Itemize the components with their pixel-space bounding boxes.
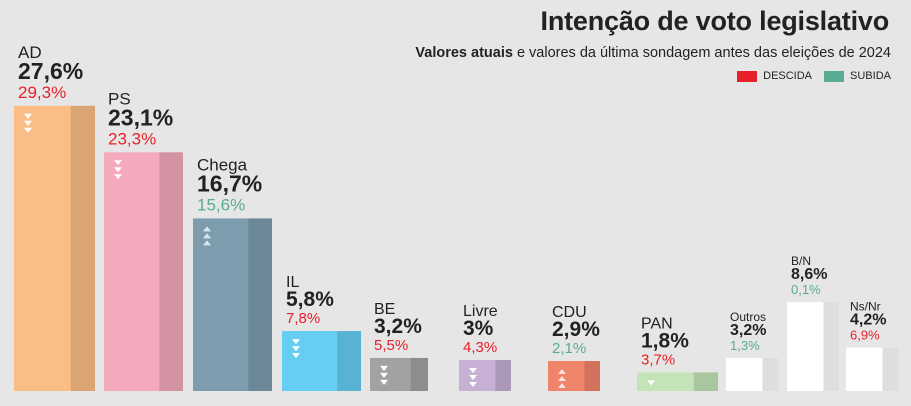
subtitle-bold: Valores atuais <box>415 45 513 61</box>
bar-shade-ad <box>70 105 95 392</box>
bar-outros <box>726 357 778 391</box>
bar-shade-outros <box>762 357 778 391</box>
value-label-chega: 16,7% <box>197 170 262 196</box>
trend-arrow-icon <box>24 113 32 119</box>
value-label-livre: 3% <box>463 317 494 340</box>
trend-arrow-icon <box>469 368 477 373</box>
previous-value-label-ps: 23,3% <box>108 129 156 148</box>
previous-value-label-ns-nr: 6,9% <box>850 328 880 343</box>
legend-item-subida: SUBIDA <box>824 70 891 82</box>
trend-arrow-icon <box>114 160 122 166</box>
trend-arrow-icon <box>380 379 388 385</box>
value-label-outros: 3,2% <box>730 322 766 339</box>
trend-arrow-icon <box>469 375 477 380</box>
trend-arrow-icon <box>24 120 32 126</box>
bar-shade-be <box>410 357 428 391</box>
category-label-be: BE <box>374 301 395 318</box>
legend-label-subida: SUBIDA <box>850 70 891 82</box>
trend-arrow-icon <box>24 127 32 133</box>
bar-shade-cdu <box>584 361 600 391</box>
trend-arrow-icon <box>114 167 122 173</box>
legend-item-descida: DESCIDA <box>737 70 812 82</box>
category-label-ns-nr: Ns/Nr <box>850 300 881 314</box>
category-label-ps: PS <box>108 89 131 108</box>
bar-shade-ps <box>159 152 183 391</box>
bar-shade-chega <box>248 218 272 391</box>
trend-arrow-icon <box>797 317 805 323</box>
bar-be <box>370 357 428 391</box>
category-label-livre: Livre <box>463 303 498 320</box>
bar-shade-il <box>337 331 361 391</box>
value-label-ps: 23,1% <box>108 104 173 130</box>
trend-arrow-icon <box>736 372 744 378</box>
bar-ns-nr <box>846 347 898 391</box>
value-label-cdu: 2,9% <box>552 318 600 341</box>
trend-arrow-icon <box>647 380 655 386</box>
value-label-ad: 27,6% <box>18 58 83 84</box>
bar-livre <box>459 360 511 391</box>
bar-cdu <box>548 361 600 391</box>
trend-arrow-icon <box>736 365 744 371</box>
trend-arrow-icon <box>292 353 300 359</box>
trend-arrow-icon <box>380 372 388 378</box>
category-label-b-n: B/N <box>791 254 811 268</box>
bar-pan <box>637 372 718 391</box>
trend-arrow-icon <box>558 376 566 382</box>
category-label-pan: PAN <box>641 315 673 332</box>
value-label-b-n: 8,6% <box>791 266 827 283</box>
legend: DESCIDA SUBIDA <box>737 70 891 82</box>
bar-ad <box>14 105 95 392</box>
value-label-pan: 1,8% <box>641 329 689 352</box>
subtitle-rest: e valores da última sondagem antes das e… <box>512 45 891 61</box>
previous-value-label-il: 7,8% <box>286 310 320 327</box>
trend-arrow-icon <box>203 233 211 239</box>
chart-subtitle: Valores atuais e valores da última sonda… <box>415 45 891 61</box>
legend-swatch-descida <box>737 70 758 82</box>
bar-b-n <box>787 302 839 391</box>
bar-ps <box>104 152 183 391</box>
legend-swatch-subida <box>824 70 845 82</box>
previous-value-label-livre: 4,3% <box>463 339 497 356</box>
trend-arrow-icon <box>558 369 566 375</box>
bar-shade-pan <box>693 372 718 391</box>
category-label-il: IL <box>286 274 299 291</box>
trend-arrow-icon <box>203 226 211 232</box>
category-label-cdu: CDU <box>552 304 587 321</box>
previous-value-label-ad: 29,3% <box>18 83 66 102</box>
trend-arrow-icon <box>736 379 744 385</box>
previous-value-label-outros: 1,3% <box>730 338 760 353</box>
trend-arrow-icon <box>797 324 805 330</box>
trend-arrow-icon <box>292 346 300 352</box>
previous-value-label-cdu: 2,1% <box>552 340 586 357</box>
trend-arrow-icon <box>856 355 864 361</box>
trend-arrow-icon <box>203 240 211 246</box>
bar-shade-livre <box>495 360 511 391</box>
category-label-outros: Outros <box>730 310 766 324</box>
previous-value-label-chega: 15,6% <box>197 195 245 214</box>
chart-title: Intenção de voto legislativo <box>540 6 890 36</box>
bar-shade-b-n <box>823 302 839 391</box>
trend-arrow-icon <box>114 174 122 180</box>
trend-arrow-icon <box>856 362 864 368</box>
trend-arrow-icon <box>558 383 566 389</box>
bar-chega <box>193 218 272 391</box>
bar-shade-ns-nr <box>882 347 898 391</box>
trend-arrow-icon <box>856 369 864 375</box>
previous-value-label-be: 5,5% <box>374 337 408 354</box>
trend-arrow-icon <box>292 339 300 345</box>
value-label-il: 5,8% <box>286 288 334 311</box>
value-label-ns-nr: 4,2% <box>850 312 886 329</box>
previous-value-label-b-n: 0,1% <box>791 282 821 297</box>
trend-arrow-icon <box>469 382 477 387</box>
value-label-be: 3,2% <box>374 315 422 338</box>
previous-value-label-pan: 3,7% <box>641 351 675 368</box>
category-label-ad: AD <box>18 43 42 62</box>
trend-arrow-icon <box>797 310 805 316</box>
category-label-chega: Chega <box>197 155 248 174</box>
trend-arrow-icon <box>380 365 388 371</box>
legend-label-descida: DESCIDA <box>763 70 813 82</box>
